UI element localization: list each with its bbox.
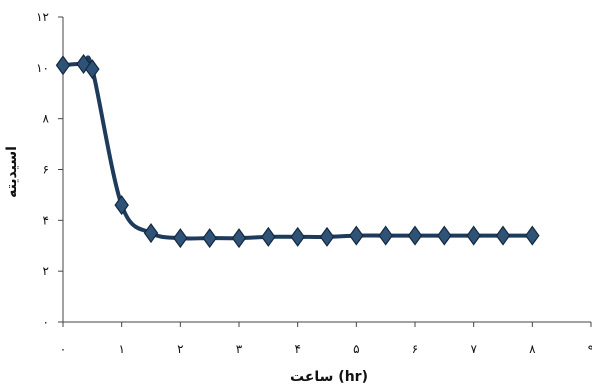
x-tick-label: ۱ — [118, 342, 124, 356]
x-axis-title: ساعت (hr) — [290, 369, 368, 385]
y-tick-label: ۴ — [43, 213, 49, 227]
axes — [62, 17, 591, 323]
x-tick-label: ۵ — [353, 342, 359, 356]
data-point-marker — [319, 226, 335, 247]
x-tick-label: ۷ — [470, 342, 477, 356]
data-point-marker — [231, 228, 247, 249]
data-point-marker — [290, 226, 305, 247]
y-tick-label: ۸ — [43, 112, 50, 126]
x-tick-label: ۸ — [529, 342, 536, 356]
y-axis-title: اسیدیته — [4, 146, 20, 198]
data-point-marker — [349, 225, 364, 246]
y-tick-label: ۱۰ — [36, 61, 49, 75]
data-point-marker — [261, 226, 276, 247]
x-tick-label: ۲ — [177, 342, 183, 356]
x-tick-label: ۳ — [236, 342, 243, 356]
x-tick-label: ۶ — [412, 342, 418, 356]
data-point-marker — [55, 55, 71, 76]
y-tick-label: ۰ — [43, 315, 49, 329]
data-point-marker — [143, 223, 159, 244]
x-tick-label: ۴ — [294, 342, 300, 356]
x-ticks: ۰ ۱ ۲ ۳ ۴ ۵ ۶ ۷ ۸ ۹ — [60, 322, 592, 356]
x-tick-label: ۰ — [60, 342, 66, 356]
y-ticks: ۰ ۲ ۴ ۶ ۸ ۱۰ ۱۲ — [36, 10, 63, 329]
series-line — [62, 55, 533, 241]
data-point-marker — [466, 225, 481, 246]
data-point-marker — [525, 225, 540, 246]
data-point-marker — [114, 195, 129, 216]
series-layer — [55, 53, 540, 249]
data-point-marker — [173, 228, 188, 249]
y-tick-label: ۶ — [43, 163, 49, 177]
data-point-marker — [495, 225, 511, 246]
data-point-marker — [407, 225, 423, 246]
x-tick-label: ۹ — [588, 342, 592, 356]
data-point-marker — [202, 228, 217, 249]
data-point-marker — [437, 225, 452, 246]
data-point-marker — [85, 59, 100, 80]
y-tick-label: ۱۲ — [36, 10, 49, 24]
data-point-marker — [378, 225, 393, 246]
y-tick-label: ۲ — [43, 264, 49, 278]
